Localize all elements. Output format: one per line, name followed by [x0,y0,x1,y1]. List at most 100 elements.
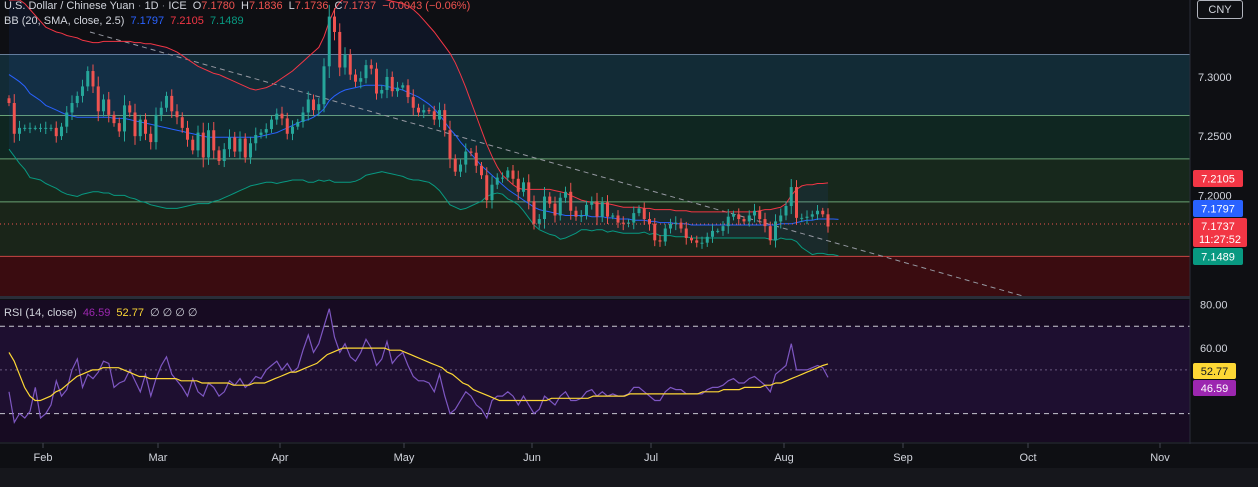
candle-body [574,210,578,217]
candle-body [275,113,279,120]
candle [768,221,772,245]
candle-body [369,65,373,69]
candle-body [810,214,814,217]
candle-body [28,127,32,129]
pane-separator[interactable] [0,296,1258,299]
candle [627,219,630,228]
candle-body [201,132,205,158]
candle [726,209,730,234]
candle-body [333,16,336,32]
candle [102,94,105,117]
candle-body [700,242,704,244]
candle [663,224,667,246]
candle-body [779,215,783,222]
candle [375,62,378,100]
zone-bands [0,53,1190,296]
rsi-ma-value: 52.77 [116,307,144,319]
rsi-legend[interactable]: RSI (14, close) 46.59 52.77 ∅ ∅ ∅ ∅ [4,306,198,319]
candle [632,206,636,230]
candle-body [768,226,772,241]
symbol-legend[interactable]: U.S. Dollar / Chinese Yuan · 1D · ICE O7… [4,0,471,12]
candle-body [658,240,662,242]
candle-body [747,215,751,222]
candle-body [317,104,321,111]
candle [33,125,37,131]
candle-body [301,112,305,122]
candle [438,102,441,128]
candle-body [270,119,273,130]
candle [18,120,21,141]
rsi-tick-label: 60.00 [1200,343,1228,355]
bb-legend[interactable]: BB (20, SMA, close, 2.5) 7.1797 7.2105 7… [4,15,244,27]
candle-body [133,112,137,137]
candle [380,85,384,99]
candle [490,176,494,209]
candle-body [753,210,756,216]
candle [128,100,132,117]
candle [81,79,84,103]
candle [716,228,720,234]
candle-body [553,203,557,216]
low-label: L [288,0,295,12]
candle [432,105,436,126]
candle [186,120,189,147]
candle [527,174,531,210]
candle-body [695,240,699,243]
candle [690,235,693,244]
candle [642,202,646,225]
candle [91,64,95,94]
candle [348,49,352,80]
price-tick-label: 7.2000 [1198,190,1232,202]
candle-body [558,197,562,216]
candle-body [616,215,620,223]
candle [49,124,53,132]
candle-body [527,182,531,202]
candle [522,177,525,197]
candle [621,216,625,231]
candle-body [758,210,762,220]
candle-body [159,107,163,115]
candle [359,71,363,89]
candle [674,216,678,231]
candle [679,218,683,233]
candle-body [249,143,252,158]
candle [249,136,252,164]
candle [170,89,174,118]
candle [196,125,200,158]
candle [464,143,468,173]
candle-body [690,237,693,241]
candle-body [459,164,462,172]
time-axis[interactable]: Feb Mar Apr May Jun Jul Aug Sep Oct Nov [34,443,1171,464]
trend-line[interactable] [89,31,1031,299]
candle-body [653,223,657,241]
candle-body [501,177,504,179]
candle-body [191,139,195,151]
tag-last-price: 7.1737 11:27:52 [1193,218,1247,247]
candle [774,214,777,248]
candle [138,114,142,142]
candle [270,115,273,133]
candle-body [49,127,53,129]
price-axis[interactable]: 7.2000 7.2500 7.3000 [1198,72,1232,202]
candle [800,213,804,223]
candle [144,113,147,141]
candle [600,197,604,223]
candle [453,154,457,177]
open-label: O [192,0,202,12]
candle [821,207,825,218]
candle-body [212,130,216,151]
candle [816,205,819,221]
candle-body [737,214,741,220]
symbol-interval: 1D [144,0,159,12]
candle [474,145,478,173]
candle-body [86,71,90,87]
candle [222,143,226,168]
candle-body [721,226,725,231]
candle-body [280,113,284,119]
candle-body [417,107,420,113]
candle-body [805,216,809,218]
candle [306,91,310,121]
candle-body [506,170,510,178]
currency-button[interactable]: CNY [1197,0,1243,19]
